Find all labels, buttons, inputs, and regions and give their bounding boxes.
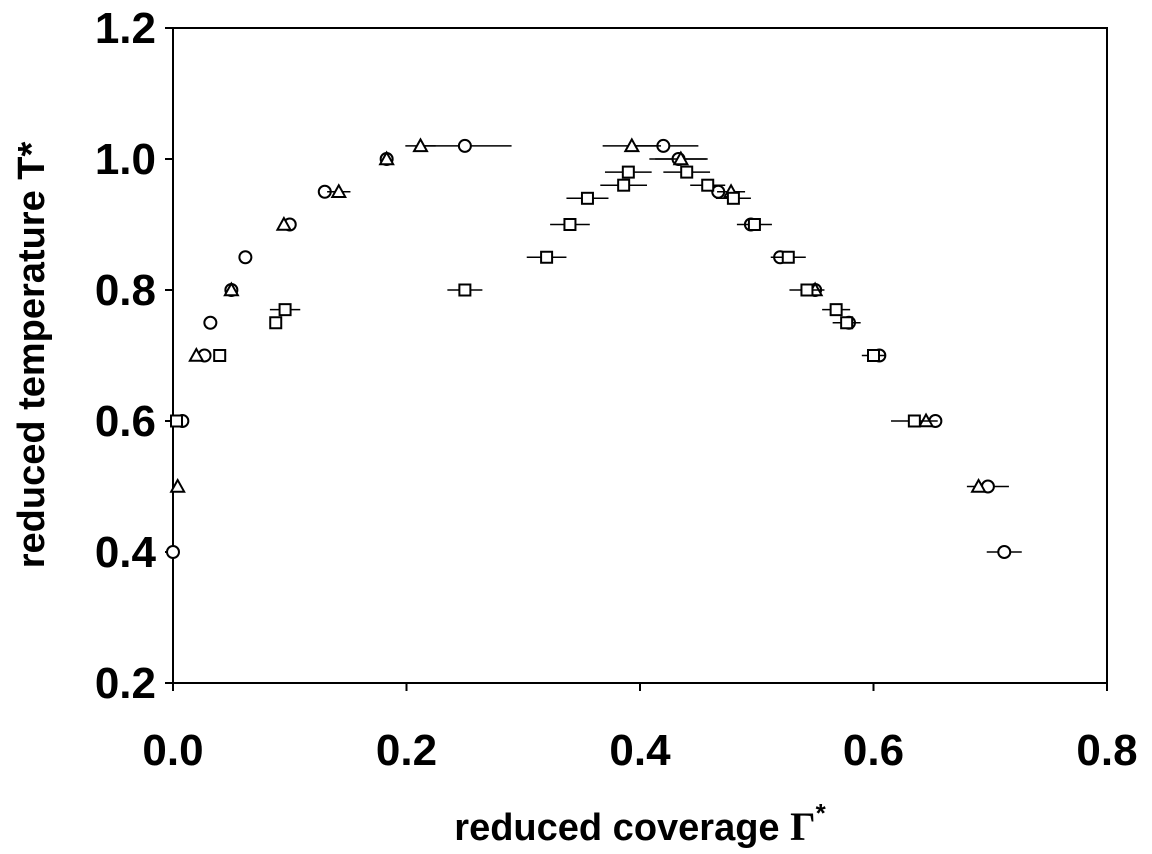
triangle-marker	[378, 150, 395, 166]
triangle-marker	[275, 215, 293, 231]
x-tick-label: 0.0	[142, 726, 203, 775]
square-marker	[278, 303, 292, 317]
triangle-marker	[623, 137, 641, 153]
square-marker	[829, 303, 843, 317]
triangle-marker	[188, 346, 205, 362]
data-points	[166, 137, 1022, 559]
y-tick-label: 0.8	[95, 266, 156, 315]
square-marker	[580, 191, 594, 205]
square-marker	[800, 283, 814, 297]
y-tick-label: 0.2	[95, 659, 156, 708]
y-axis: 0.2 0.4 0.6 0.8 1.0 1.2	[95, 4, 173, 708]
circle-marker	[997, 545, 1012, 559]
y-axis-title: reduced temperature T*	[11, 142, 53, 569]
circle-marker	[238, 250, 253, 265]
square-marker	[213, 349, 227, 362]
circle-marker	[166, 545, 180, 559]
x-tick-label: 0.8	[1076, 726, 1137, 775]
x-tick-label: 0.2	[376, 726, 437, 775]
x-tick-label: 0.6	[843, 726, 904, 775]
triangle-marker	[672, 150, 690, 166]
triangle-marker	[169, 477, 186, 493]
square-marker	[840, 316, 854, 330]
square-marker	[867, 349, 880, 362]
triangle-marker	[223, 281, 240, 297]
square-marker	[726, 191, 740, 205]
square-marker	[563, 218, 577, 231]
square-marker	[621, 165, 635, 179]
circle-marker	[457, 138, 472, 153]
y-tick-label: 0.4	[95, 528, 157, 577]
x-tick-label: 0.4	[609, 726, 671, 775]
square-marker	[540, 250, 554, 264]
y-tick-label: 0.6	[95, 397, 156, 446]
square-marker	[269, 316, 283, 330]
x-axis: 0.0 0.2 0.4 0.6 0.8	[142, 683, 1138, 775]
square-marker	[747, 218, 761, 231]
square-marker	[680, 165, 694, 179]
circle-marker	[203, 315, 218, 330]
triangle-marker	[412, 137, 429, 153]
square-marker	[907, 414, 921, 428]
square-marker	[170, 414, 184, 428]
triangle-marker	[970, 477, 987, 493]
square-marker	[458, 283, 472, 297]
square-marker	[781, 250, 795, 264]
plot-area-frame	[172, 27, 1108, 684]
y-tick-label: 1.0	[95, 135, 156, 184]
square-marker	[701, 178, 715, 192]
triangle-marker	[330, 183, 347, 198]
y-tick-label: 1.2	[95, 4, 156, 53]
square-marker	[617, 178, 631, 192]
x-axis-title: reduced coverage Γ*	[454, 798, 826, 849]
